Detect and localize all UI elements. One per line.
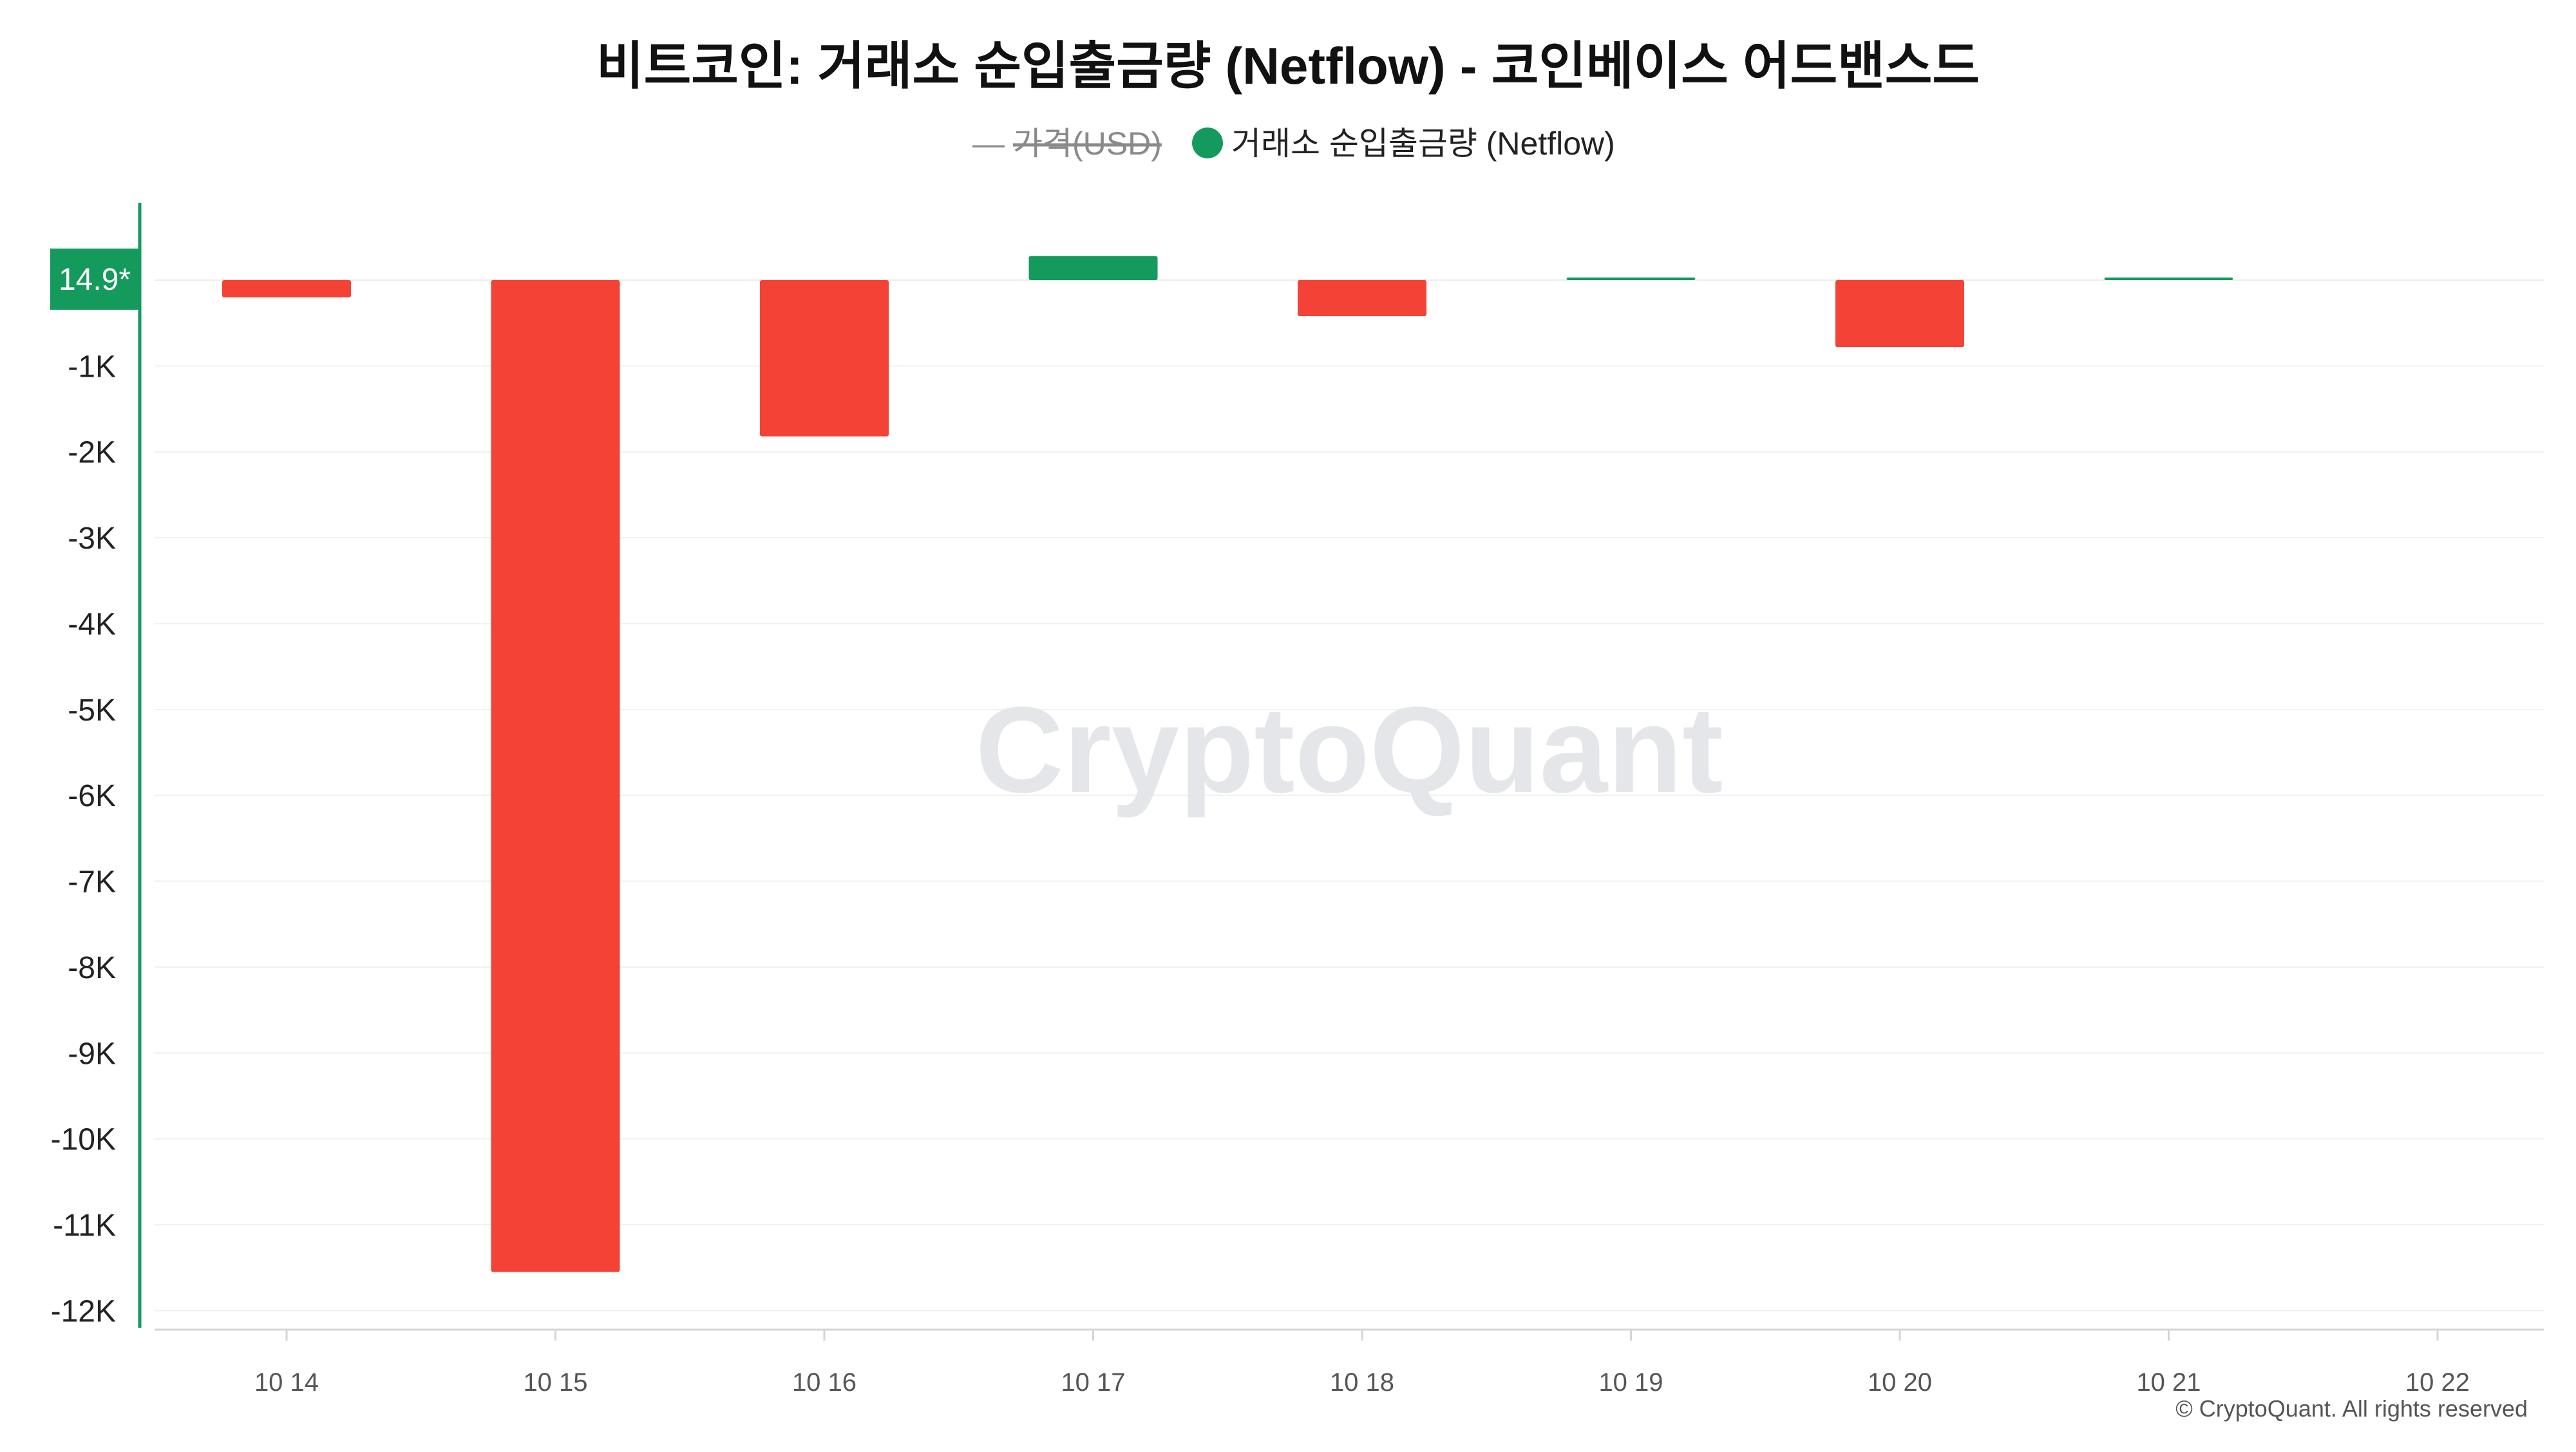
legend-netflow-label: 거래소 순입출금량 (Netflow) [1231, 126, 1615, 162]
y-tick-label: -8K [68, 951, 116, 985]
bar[interactable] [1298, 280, 1426, 317]
legend-price-symbol: — [972, 126, 1005, 162]
legend-item-price[interactable]: — 가격(USD) [972, 126, 1162, 162]
x-tick-label: 10 19 [1598, 1368, 1663, 1397]
y-tick-label: -3K [68, 522, 116, 556]
y-tick-label: -4K [68, 607, 116, 641]
x-tick-label: 10 22 [2405, 1368, 2470, 1397]
x-tick-label: 10 17 [1061, 1368, 1125, 1397]
bar[interactable] [760, 280, 889, 437]
bar[interactable] [491, 280, 620, 1272]
legend-item-netflow[interactable]: 거래소 순입출금량 (Netflow) [1192, 126, 1615, 162]
legend-price-label: 가격(USD) [1013, 126, 1162, 162]
current-value-badge: 14.9* [50, 249, 139, 310]
watermark: CryptoQuant [975, 682, 1723, 818]
y-tick-label: -1K [68, 350, 116, 384]
legend-netflow-dot [1192, 127, 1223, 158]
y-tick-label: -12K [51, 1294, 116, 1328]
bar[interactable] [2104, 278, 2233, 281]
y-tick-label: -6K [68, 779, 116, 813]
x-axis-ticks: 10 14 10 15 10 16 10 17 10 18 10 19 10 20 10 21… [254, 1330, 2470, 1397]
x-tick-label: 10 14 [254, 1368, 319, 1397]
x-tick-label: 10 21 [2136, 1368, 2201, 1397]
x-tick-label: 10 15 [523, 1368, 587, 1397]
bars [222, 256, 2233, 1272]
current-value-badge-bg [50, 249, 139, 310]
bar[interactable] [1028, 256, 1158, 281]
footer-copyright: © CryptoQuant. All rights reserved [2175, 1395, 2528, 1422]
y-tick-label: -9K [68, 1037, 116, 1071]
y-tick-label: -7K [68, 865, 116, 900]
y-tick-label: -5K [68, 693, 116, 728]
y-tick-label: -11K [53, 1209, 116, 1243]
bar[interactable] [1835, 280, 1964, 348]
current-value-label: 14.9* [59, 263, 131, 297]
x-tick-label: 10 16 [792, 1368, 857, 1397]
x-tick-label: 10 20 [1868, 1368, 1932, 1397]
chart-title: 비트코인: 거래소 순입출금량 (Netflow) - 코인베이스 어드밴스드 [596, 37, 1980, 95]
y-tick-label: -2K [68, 436, 116, 470]
bar[interactable] [1566, 278, 1696, 281]
legend: — 가격(USD) 거래소 순입출금량 (Netflow) [972, 126, 1615, 162]
x-tick-label: 10 18 [1330, 1368, 1394, 1397]
y-axis-ticks: -12K -11K -10K -9K -8K -7K -6K -5K -4K -3K -2K -1K [51, 350, 116, 1328]
bar[interactable] [222, 280, 351, 297]
y-tick-label: -10K [51, 1123, 116, 1157]
